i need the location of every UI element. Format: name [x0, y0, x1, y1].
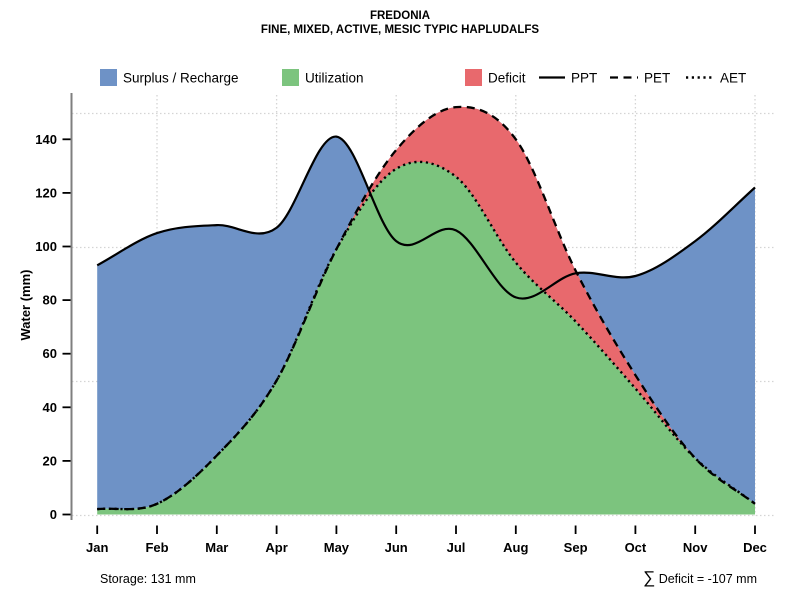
chart-subtitle: FINE, MIXED, ACTIVE, MESIC TYPIC HAPLUDA… [261, 24, 539, 36]
x-tick-label: Jun [385, 540, 408, 555]
x-tick-label: Dec [743, 540, 767, 555]
aet-legend-label: AET [720, 71, 746, 86]
surplus-swatch [100, 69, 117, 86]
x-tick-label: May [324, 540, 350, 555]
x-tick-label: Feb [145, 540, 168, 555]
utilization-swatch [282, 69, 299, 86]
x-tick-label: Aug [503, 540, 528, 555]
ppt-line [96, 135, 756, 300]
pet-legend-label: PET [644, 71, 670, 86]
storage-annotation: Storage: 131 mm [100, 572, 196, 586]
x-tick-label: Oct [625, 540, 647, 555]
ppt-legend-label: PPT [571, 71, 597, 86]
utilization-area [97, 161, 755, 515]
y-tick-label: 140 [35, 132, 57, 147]
x-tick-label: Sep [564, 540, 588, 555]
x-tick-label: Mar [205, 540, 228, 555]
deficit-swatch [465, 69, 482, 86]
sum-deficit-text: Deficit = -107 mm [655, 572, 757, 586]
chart-title: FREDONIA [370, 10, 430, 22]
y-tick-label: 60 [43, 346, 57, 361]
y-tick-label: 120 [35, 185, 57, 200]
surplus-legend-label: Surplus / Recharge [123, 71, 239, 86]
y-tick-label: 80 [43, 293, 57, 308]
x-tick-label: Nov [683, 540, 708, 555]
deficit-legend-label: Deficit [488, 71, 526, 86]
legend-lines: PPT PET AET [539, 71, 746, 86]
y-tick-label: 20 [43, 453, 57, 468]
y-tick-label: 40 [43, 400, 57, 415]
x-tick-label: Jan [86, 540, 108, 555]
utilization-legend-label: Utilization [305, 71, 364, 86]
y-tick-label: 0 [50, 507, 57, 522]
sum-symbol: ∑ [643, 568, 655, 587]
pet-line [97, 105, 756, 511]
legend-areas: Surplus / Recharge Utilization Deficit [100, 69, 526, 86]
x-tick-label: Jul [447, 540, 466, 555]
sum-deficit-annotation: ∑ Deficit = -107 mm [643, 568, 757, 587]
y-tick-label: 100 [35, 239, 57, 254]
plot-area: 0 20 40 60 80 100 120 140 Jan Feb Mar Apr May Jun Jul A… [35, 93, 774, 555]
x-tick-label: Apr [265, 540, 287, 555]
y-axis-title: Water (mm) [18, 269, 33, 340]
